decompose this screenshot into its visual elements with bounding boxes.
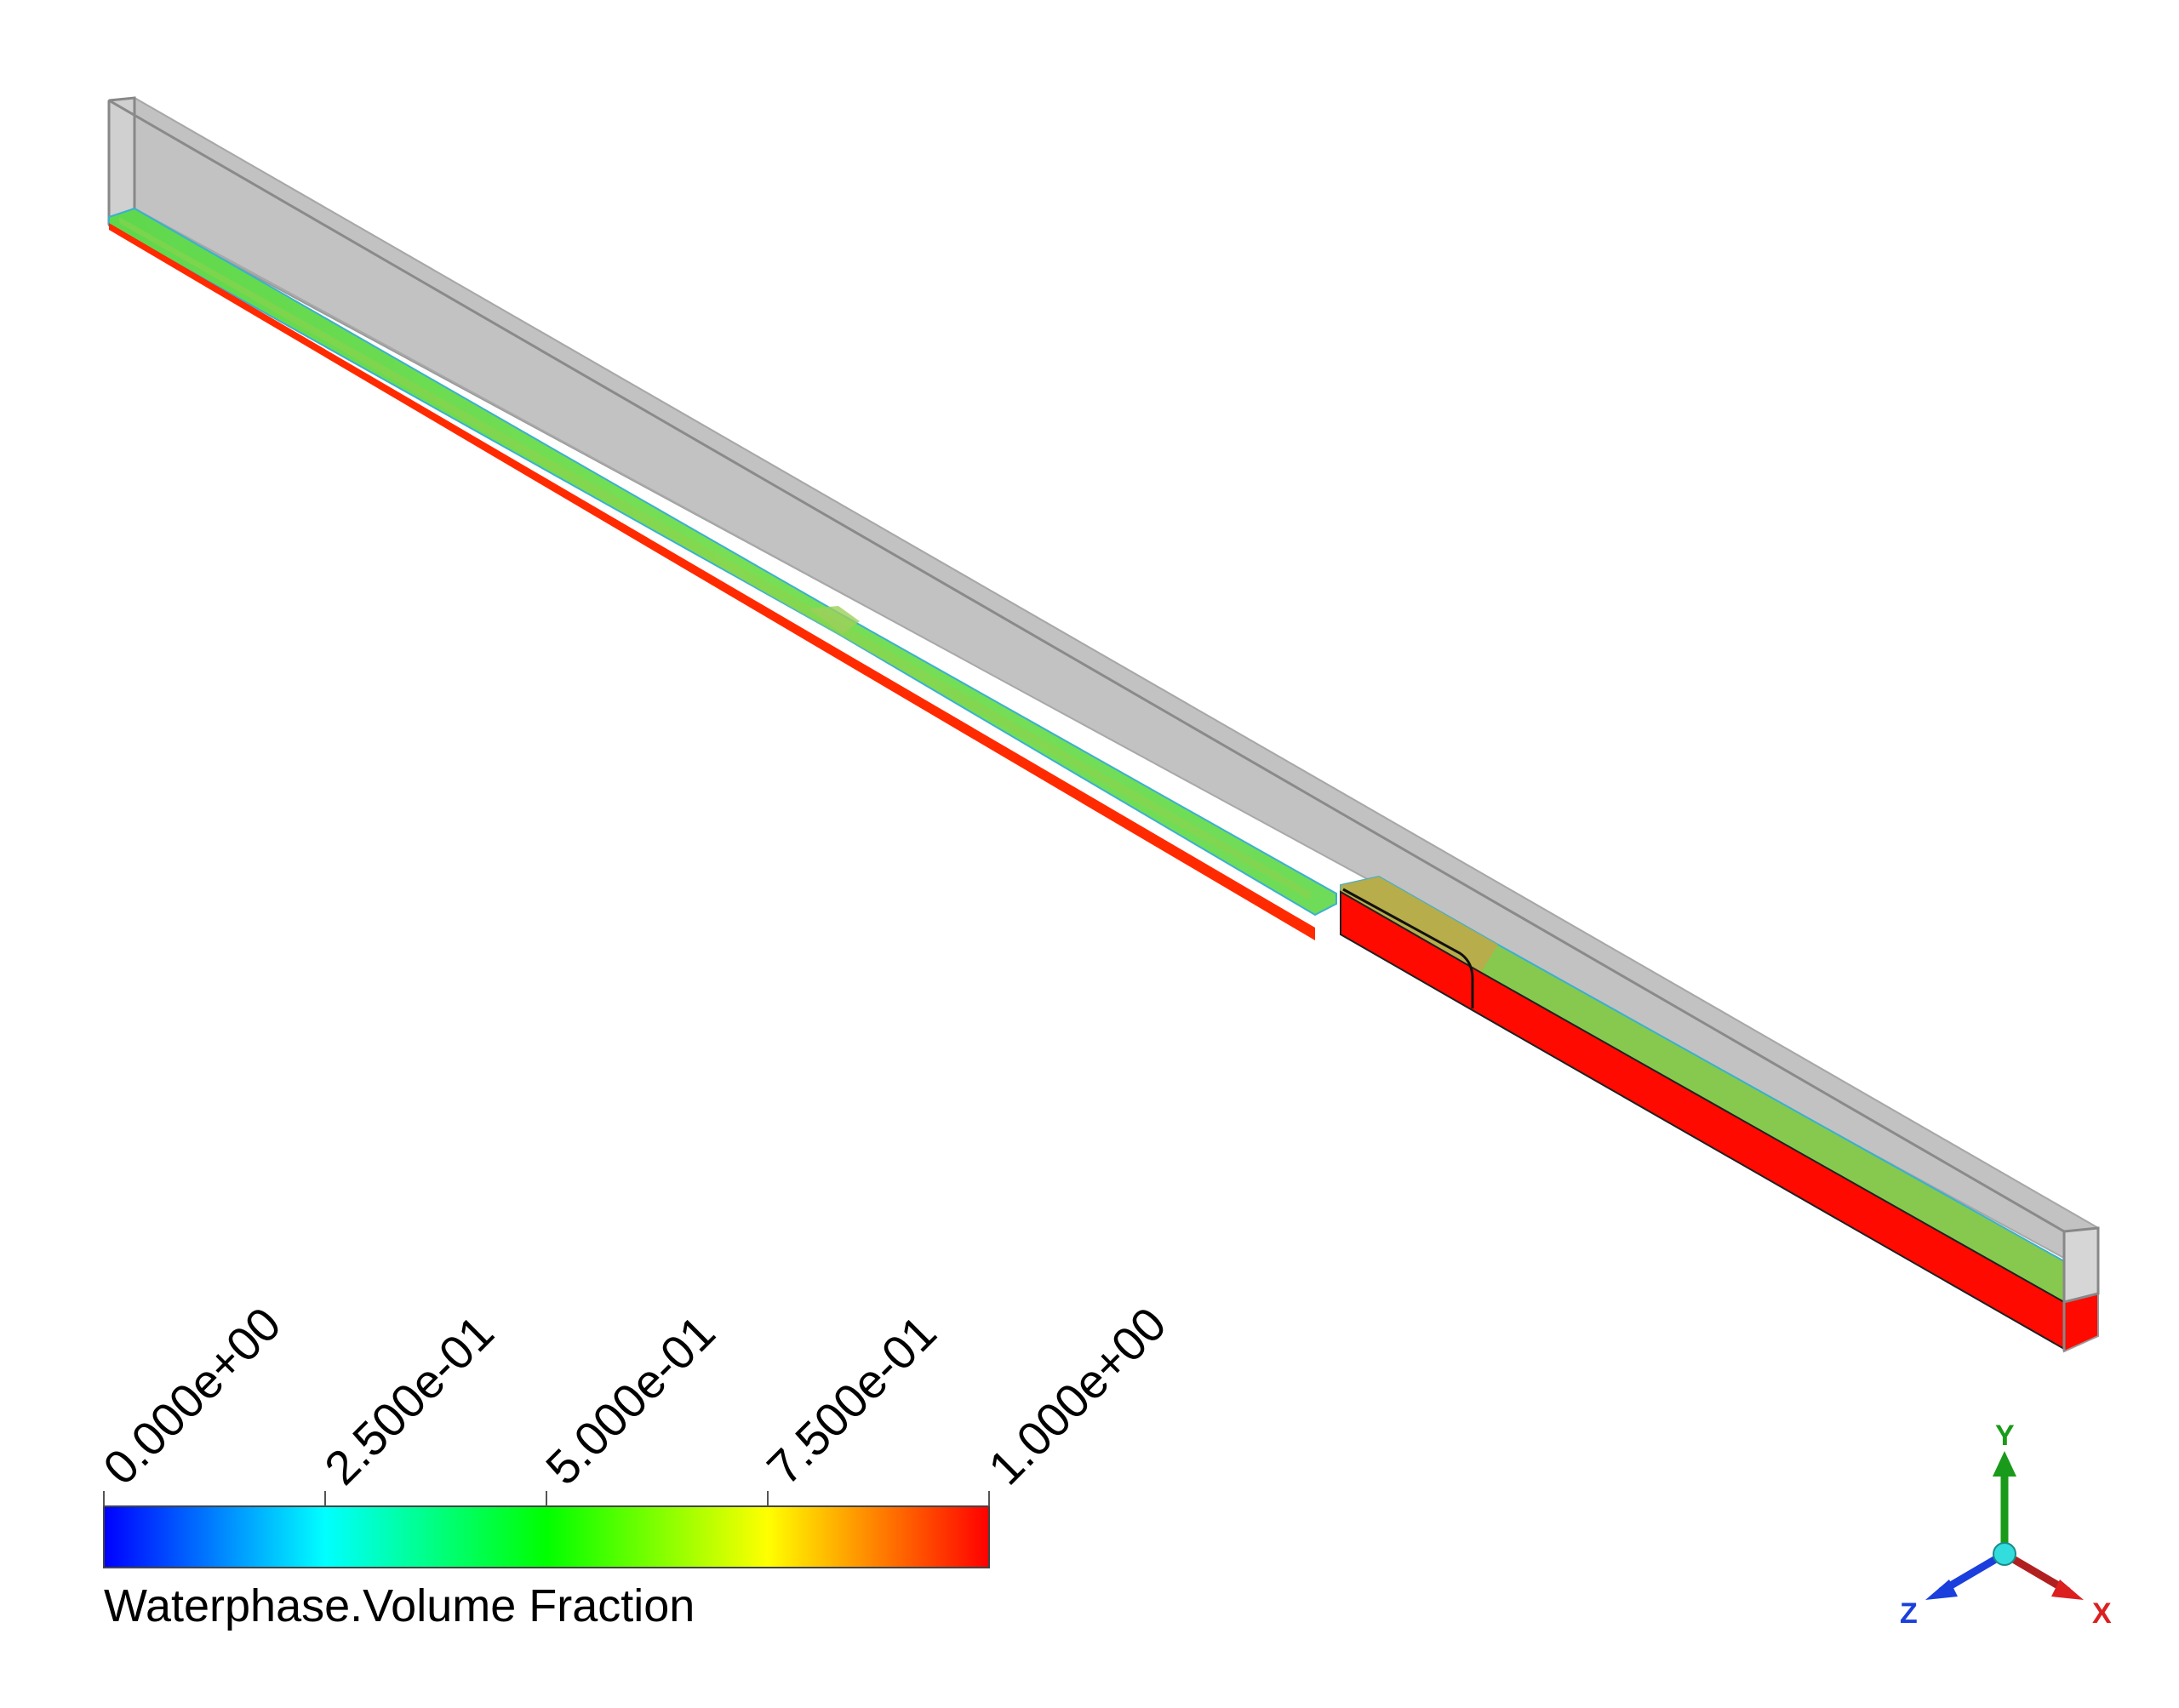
axis-triad[interactable]: Y Z X xyxy=(1900,1420,2112,1630)
legend-tick-label-3: 7.500e-01 xyxy=(757,1305,947,1495)
channel-top-edge xyxy=(108,99,2065,1233)
legend-title: Waterphase.Volume Fraction xyxy=(104,1580,695,1631)
channel-outlet-edge xyxy=(2062,1226,2100,1304)
channel-side-wall xyxy=(134,96,2099,1278)
z-axis-label: Z xyxy=(1900,1597,1918,1630)
legend[interactable]: 0.000e+00 2.500e-01 5.000e-01 7.500e-01 … xyxy=(93,1297,1176,1631)
legend-tick-label-1: 2.500e-01 xyxy=(314,1305,504,1495)
y-axis-arrow-icon xyxy=(1993,1451,2016,1477)
channel-inlet-edge xyxy=(107,96,136,226)
water-jump-outline xyxy=(1342,888,1474,1008)
axis-origin-icon xyxy=(1993,1542,2016,1566)
channel-model[interactable] xyxy=(107,96,2100,1353)
y-axis-label: Y xyxy=(1995,1420,2015,1452)
legend-tick-label-0: 0.000e+00 xyxy=(93,1297,291,1495)
water-hump xyxy=(809,606,860,634)
x-axis-arrow-icon xyxy=(2051,1579,2084,1600)
water-body-front xyxy=(1340,890,2065,1351)
water-film-texture xyxy=(119,217,1311,900)
legend-tick-label-2: 5.000e-01 xyxy=(535,1305,725,1495)
z-axis-arrow-icon xyxy=(1925,1579,1958,1600)
water-film-bottom-edge xyxy=(109,223,1315,940)
legend-colorbar xyxy=(103,1505,990,1568)
legend-tick-label-4: 1.000e+00 xyxy=(978,1297,1176,1495)
x-axis-label: X xyxy=(2092,1597,2112,1630)
